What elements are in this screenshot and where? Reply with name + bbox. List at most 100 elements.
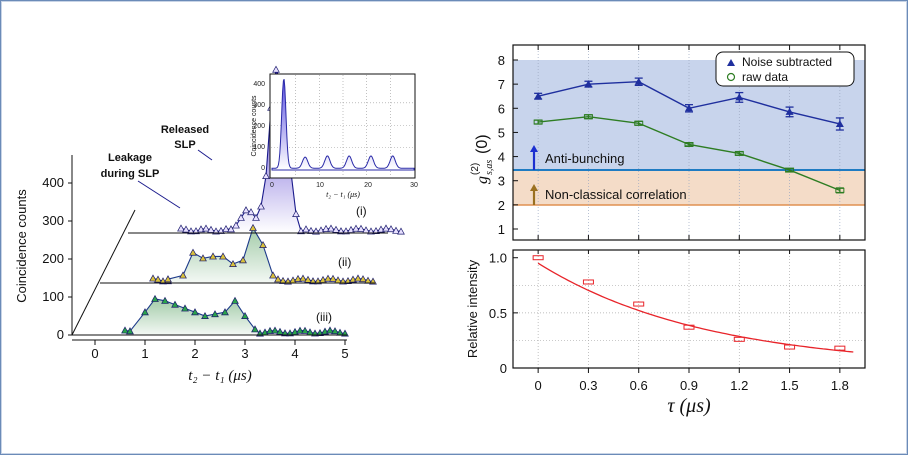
g2-raw-point bbox=[634, 120, 644, 126]
trace-i-point bbox=[222, 225, 230, 233]
svg-text:(0): (0) bbox=[474, 134, 491, 154]
trace-ii-point bbox=[309, 277, 317, 285]
trace-i-point bbox=[187, 227, 195, 235]
trace-ii-point bbox=[149, 274, 157, 282]
intensity-point bbox=[784, 344, 796, 350]
trace-i-point bbox=[247, 208, 255, 216]
trace-iii-point bbox=[191, 308, 199, 316]
g2-noise-point bbox=[685, 104, 693, 112]
intensity-ticks: 0 0.5 1.0 0 0.3 0.6 0.9 1.2 1.5 1.8 bbox=[489, 250, 849, 393]
nonclassical-band bbox=[513, 170, 865, 205]
trace-iii-point bbox=[221, 308, 229, 316]
inset-x-label: t₂ − t₁ (μs) bbox=[326, 190, 360, 199]
trace-fills bbox=[121, 65, 405, 337]
intensity-grid bbox=[513, 250, 865, 368]
intensity-point bbox=[683, 324, 695, 330]
svg-text:0: 0 bbox=[270, 182, 274, 189]
legend-raw-label: raw data bbox=[742, 70, 788, 84]
trace-iii-point bbox=[231, 296, 239, 304]
trace-ii-fill bbox=[153, 227, 373, 283]
trace-i-point bbox=[382, 224, 390, 232]
trace-iii-point bbox=[276, 327, 284, 335]
trace-i-point bbox=[332, 225, 340, 233]
trace-iii-point bbox=[151, 294, 159, 302]
trace-ii-point bbox=[249, 223, 257, 231]
svg-text:30: 30 bbox=[410, 182, 418, 189]
trace-ii-point bbox=[179, 271, 187, 279]
intensity-point bbox=[582, 279, 594, 285]
g2-raw-point bbox=[583, 114, 593, 120]
svg-text:400: 400 bbox=[253, 81, 265, 88]
svg-text:100: 100 bbox=[253, 144, 265, 151]
antibunching-arrow-head bbox=[530, 145, 538, 152]
g2-y-tick-label: 1 bbox=[498, 222, 505, 237]
trace-ii-point bbox=[299, 274, 307, 282]
trace-iii-point bbox=[251, 325, 259, 333]
g2-series bbox=[533, 77, 845, 194]
y-tick-0: 0 bbox=[57, 327, 64, 342]
x-tick-label: 5 bbox=[341, 346, 348, 361]
y-tick-200: 200 bbox=[42, 251, 64, 266]
svg-text:s,as: s,as bbox=[484, 160, 495, 175]
trace-ii-point bbox=[354, 274, 362, 282]
intensity-point bbox=[532, 255, 544, 261]
trace-iii-point bbox=[326, 326, 334, 334]
intensity-y-tick-label: 0 bbox=[500, 361, 507, 376]
trace-ii-point bbox=[304, 275, 312, 283]
g2-raw-point bbox=[533, 119, 543, 125]
svg-text:g: g bbox=[474, 176, 491, 184]
g2-y-tick-label: 5 bbox=[498, 125, 505, 140]
y-tick-300: 300 bbox=[42, 213, 64, 228]
trace-ii-point bbox=[324, 274, 332, 282]
svg-text:(2): (2) bbox=[470, 163, 481, 175]
g2-raw-point bbox=[835, 187, 845, 193]
intensity-x-tick-label: 1.8 bbox=[831, 378, 849, 393]
intensity-fit bbox=[537, 262, 854, 353]
trace-iii-point bbox=[281, 329, 289, 337]
trace-ii-point bbox=[199, 254, 207, 262]
annotation-leakage-arrow bbox=[137, 180, 181, 209]
intensity-x-tick-label: 0 bbox=[535, 378, 542, 393]
trace-i-point bbox=[357, 224, 365, 232]
trace-iii-point bbox=[296, 326, 304, 334]
trace-ii-point bbox=[329, 274, 337, 282]
g2-y-tick-label: 8 bbox=[498, 53, 505, 68]
intensity-x-tick-label: 0.9 bbox=[680, 378, 698, 393]
g2-noise-point bbox=[835, 119, 844, 127]
intensity-x-tick-label: 1.5 bbox=[781, 378, 799, 393]
trace-i-point bbox=[227, 225, 235, 233]
trace-i-point bbox=[292, 209, 300, 217]
trace-iii-point bbox=[211, 310, 219, 318]
trace-i-point bbox=[217, 226, 225, 234]
annotation-leakage-line1: Leakage bbox=[108, 152, 152, 164]
annotation-released-line2: SLP bbox=[174, 139, 195, 151]
trace-iii-point bbox=[181, 304, 189, 312]
trace-i-point bbox=[272, 65, 280, 73]
trace-ii-point bbox=[359, 275, 367, 283]
g2-raw-point bbox=[684, 142, 694, 147]
nonclassical-arrow-head bbox=[530, 184, 538, 191]
trace-iii-point bbox=[271, 326, 279, 334]
trace-ii-point bbox=[269, 271, 277, 279]
trace-iii-point bbox=[171, 300, 179, 308]
annotation-leakage-line2: during SLP bbox=[101, 168, 160, 180]
trace-ii-point bbox=[154, 275, 162, 283]
trace-i-point bbox=[327, 224, 335, 232]
trace-i-point bbox=[202, 224, 210, 232]
trace-i-fill bbox=[181, 69, 401, 233]
g2-y-ticks: 1 2 3 4 5 6 7 8 bbox=[498, 45, 841, 240]
svg-text:10: 10 bbox=[316, 182, 324, 189]
g2-y-axis-label: g (2) s,as (0) bbox=[470, 134, 495, 184]
nonclassical-label: Non-classical correlation bbox=[545, 187, 687, 202]
intensity-y-axis-label: Relative intensity bbox=[465, 259, 480, 358]
g2-noise-point bbox=[584, 80, 593, 88]
g2-noise-point bbox=[534, 92, 543, 100]
trace-i-point bbox=[397, 227, 405, 235]
trace-i-point bbox=[302, 225, 310, 233]
inset-curve bbox=[271, 79, 415, 171]
x-ticks: 0 1 2 3 4 5 bbox=[91, 340, 349, 361]
trace-iii-point bbox=[241, 311, 249, 319]
trace-i-point bbox=[232, 221, 240, 229]
trace-i-point bbox=[242, 206, 250, 214]
